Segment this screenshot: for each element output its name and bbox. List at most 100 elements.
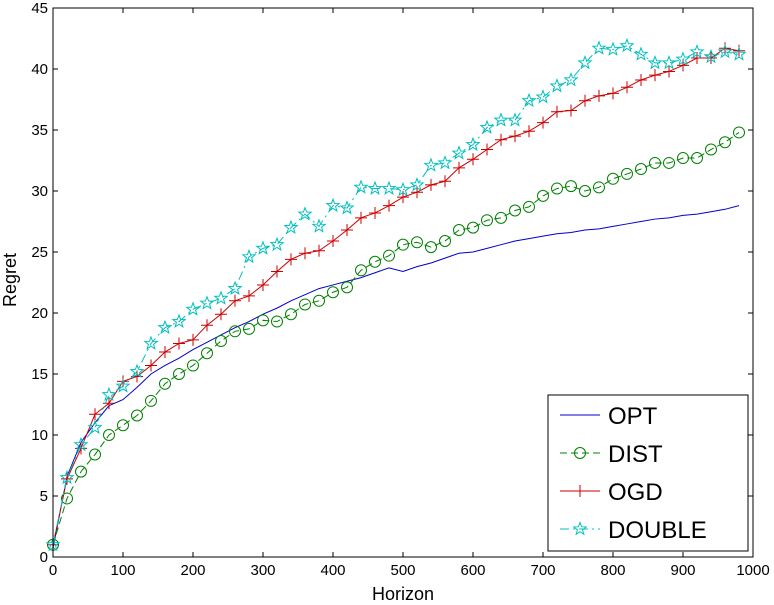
data-point bbox=[327, 235, 339, 248]
data-point bbox=[159, 346, 171, 359]
data-point bbox=[383, 249, 395, 262]
y-tick-label: 15 bbox=[31, 366, 48, 383]
data-point bbox=[411, 186, 423, 199]
data-point bbox=[185, 301, 201, 316]
data-point bbox=[703, 48, 719, 64]
y-tick-label: 30 bbox=[31, 183, 48, 200]
legend-marker bbox=[572, 521, 588, 536]
data-point bbox=[215, 308, 227, 321]
data-point bbox=[677, 152, 689, 165]
data-point bbox=[115, 378, 131, 393]
data-point bbox=[117, 419, 129, 432]
x-tick-label: 900 bbox=[670, 562, 695, 579]
series-line-ogd bbox=[52, 47, 740, 545]
data-point bbox=[101, 386, 117, 402]
data-point bbox=[439, 175, 451, 188]
x-tick-label: 400 bbox=[320, 562, 345, 579]
data-point bbox=[607, 172, 619, 185]
x-tick-label: 200 bbox=[180, 562, 205, 579]
data-point bbox=[299, 247, 311, 260]
data-point bbox=[143, 335, 159, 350]
data-point bbox=[285, 308, 297, 321]
series-ogd bbox=[47, 42, 745, 551]
legend-item-opt: OPT bbox=[560, 403, 658, 430]
data-point bbox=[395, 181, 411, 197]
data-point bbox=[269, 236, 285, 252]
data-point bbox=[409, 176, 425, 192]
data-point bbox=[719, 136, 731, 149]
data-point bbox=[635, 163, 647, 176]
data-point bbox=[383, 199, 395, 212]
data-point bbox=[689, 43, 705, 59]
data-point bbox=[341, 281, 353, 294]
data-point bbox=[663, 65, 675, 78]
y-tick-label: 0 bbox=[40, 549, 48, 566]
data-point bbox=[647, 54, 663, 70]
data-point bbox=[397, 191, 409, 204]
data-point bbox=[565, 104, 577, 117]
data-point bbox=[311, 218, 327, 233]
data-point bbox=[649, 69, 661, 82]
data-point bbox=[591, 40, 607, 55]
data-point bbox=[61, 492, 73, 505]
data-point bbox=[621, 167, 633, 180]
data-point bbox=[493, 112, 509, 127]
x-tick-label: 100 bbox=[110, 562, 135, 579]
data-point bbox=[59, 469, 75, 485]
data-point bbox=[453, 224, 465, 237]
x-tick-label: 800 bbox=[600, 562, 625, 579]
data-point bbox=[243, 289, 255, 302]
data-point bbox=[537, 189, 549, 202]
axes: 0 100 200 300 400 500 600 700 800 900 1000 0 5 10 15 20… bbox=[31, 0, 769, 579]
data-point bbox=[607, 87, 619, 100]
data-point bbox=[397, 238, 409, 251]
data-point bbox=[369, 206, 381, 219]
plot-content bbox=[45, 37, 747, 552]
legend-item-dist: DIST bbox=[560, 441, 663, 468]
legend-label: OPT bbox=[608, 403, 658, 430]
x-tick-label: 700 bbox=[530, 562, 555, 579]
data-point bbox=[367, 180, 383, 195]
data-point bbox=[171, 313, 187, 328]
y-tick-label: 35 bbox=[31, 122, 48, 139]
data-point bbox=[479, 119, 495, 134]
data-point bbox=[243, 322, 255, 335]
data-point bbox=[215, 335, 227, 348]
data-point bbox=[257, 278, 269, 291]
data-point bbox=[467, 153, 479, 166]
data-point bbox=[103, 429, 115, 441]
data-point bbox=[229, 325, 241, 338]
data-point bbox=[297, 206, 313, 221]
data-point bbox=[535, 89, 551, 104]
data-point bbox=[425, 178, 437, 191]
data-point bbox=[159, 377, 171, 390]
legend-item-ogd: OGD bbox=[560, 479, 663, 506]
data-point bbox=[271, 315, 283, 328]
data-point bbox=[423, 157, 439, 172]
data-point bbox=[691, 152, 703, 165]
data-point bbox=[299, 298, 311, 311]
data-point bbox=[551, 105, 563, 118]
data-point bbox=[717, 43, 733, 59]
data-point bbox=[313, 294, 325, 307]
data-point bbox=[579, 185, 591, 197]
y-tick-label: 45 bbox=[31, 0, 48, 17]
data-point bbox=[187, 359, 199, 372]
data-point bbox=[675, 51, 691, 66]
data-point bbox=[103, 397, 115, 410]
legend-item-double: DOUBLE bbox=[560, 517, 707, 544]
data-point bbox=[439, 235, 451, 248]
data-point bbox=[325, 197, 341, 213]
data-point bbox=[129, 363, 145, 378]
data-point bbox=[593, 181, 605, 194]
data-point bbox=[201, 347, 213, 360]
data-point bbox=[563, 72, 579, 87]
legend-label: DIST bbox=[608, 441, 663, 468]
data-point bbox=[523, 125, 535, 138]
data-point bbox=[283, 219, 299, 235]
data-point bbox=[619, 37, 635, 53]
data-point bbox=[495, 211, 507, 224]
data-point bbox=[353, 179, 369, 194]
data-point bbox=[649, 156, 661, 169]
data-point bbox=[89, 448, 101, 461]
